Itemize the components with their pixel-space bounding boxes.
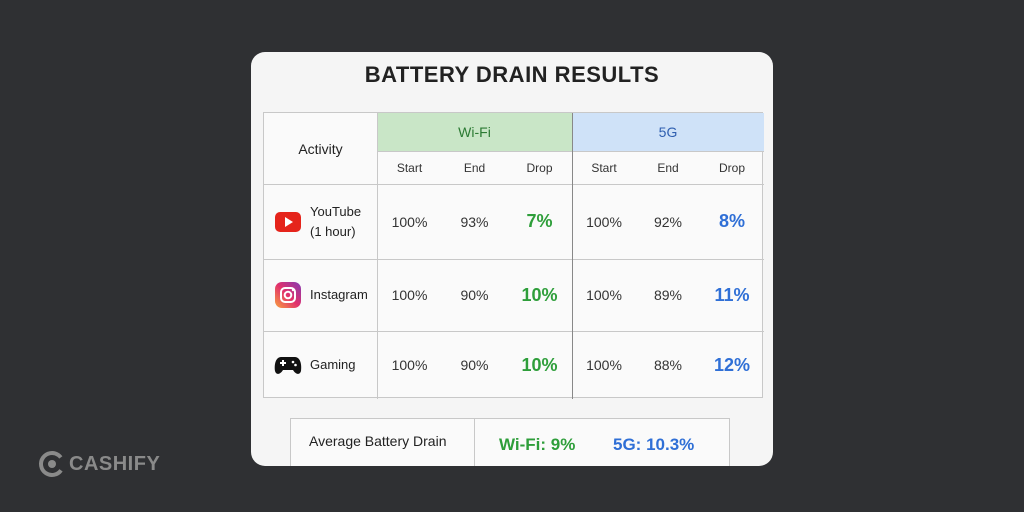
average-box: Average Battery Drain Wi-Fi: 9% 5G: 10.3… bbox=[290, 418, 730, 466]
activity-name: Gaming bbox=[310, 331, 376, 399]
grid-line bbox=[264, 331, 764, 332]
grid-line bbox=[264, 259, 764, 260]
wifi-value: 9% bbox=[550, 435, 576, 454]
battery-value: 100% bbox=[586, 287, 622, 303]
activity-header: Activity bbox=[298, 140, 343, 157]
battery-value: 89% bbox=[653, 287, 683, 303]
battery-value: 100% bbox=[391, 357, 428, 373]
drop-value: 8% bbox=[718, 211, 745, 231]
drop-value: 11% bbox=[714, 284, 750, 305]
activity-line: Gaming bbox=[310, 357, 356, 372]
battery-value: 100% bbox=[391, 213, 428, 230]
subheader: Drop bbox=[718, 160, 745, 175]
subheader: End bbox=[657, 160, 679, 175]
drop-value: 7% bbox=[526, 211, 553, 231]
subheader: End bbox=[463, 160, 486, 175]
battery-value: 100% bbox=[391, 287, 428, 303]
activity-line: Instagram bbox=[310, 287, 368, 302]
brand-logo: CASHIFY bbox=[38, 450, 160, 478]
card: BATTERY DRAIN RESULTS Wi-Fi 5G Activity Sta… bbox=[251, 52, 773, 466]
title: BATTERY DRAIN RESULTS bbox=[364, 62, 660, 87]
average-5g: 5G: 10.3% bbox=[613, 435, 694, 455]
average-label: Average Battery Drain bbox=[309, 433, 447, 449]
table: Wi-Fi 5G Activity Start End Drop Start End Drop Y… bbox=[263, 112, 764, 399]
battery-value: 93% bbox=[460, 213, 489, 230]
grid-line bbox=[572, 113, 573, 399]
battery-value: 92% bbox=[653, 213, 683, 230]
group-header: Wi-Fi bbox=[377, 113, 572, 151]
activity-name: YouTube (1 hour) bbox=[310, 184, 376, 259]
group-header: 5G bbox=[572, 113, 764, 151]
grid-line bbox=[264, 184, 764, 185]
average-wifi: Wi-Fi: 9% bbox=[499, 435, 575, 455]
wifi-label: Wi-Fi: bbox=[499, 435, 547, 454]
subheader: Drop bbox=[526, 160, 553, 175]
grid-line bbox=[377, 113, 378, 399]
subheader: Start bbox=[591, 160, 617, 175]
fiveg-value: 10.3% bbox=[646, 435, 695, 454]
fiveg-label: 5G: bbox=[613, 435, 642, 454]
battery-value: 100% bbox=[586, 213, 622, 230]
drop-value: 10% bbox=[521, 284, 558, 305]
battery-value: 90% bbox=[460, 287, 489, 303]
brand-name: CASHIFY bbox=[69, 452, 161, 475]
activity-line: YouTube bbox=[310, 203, 362, 219]
subheader: Start bbox=[396, 160, 423, 175]
battery-value: 100% bbox=[586, 357, 622, 373]
battery-value: 90% bbox=[460, 357, 489, 373]
activity-icon bbox=[270, 259, 306, 331]
brand-icon bbox=[39, 451, 65, 477]
grid-line bbox=[377, 151, 764, 152]
drop-value: 10% bbox=[521, 354, 558, 375]
activity-line: (1 hour) bbox=[310, 223, 356, 239]
activity-icon bbox=[270, 331, 306, 399]
drop-value: 12% bbox=[713, 354, 751, 375]
activity-icon bbox=[270, 184, 306, 259]
activity-name: Instagram bbox=[310, 259, 376, 331]
divider bbox=[474, 419, 475, 466]
battery-value: 88% bbox=[653, 357, 683, 373]
